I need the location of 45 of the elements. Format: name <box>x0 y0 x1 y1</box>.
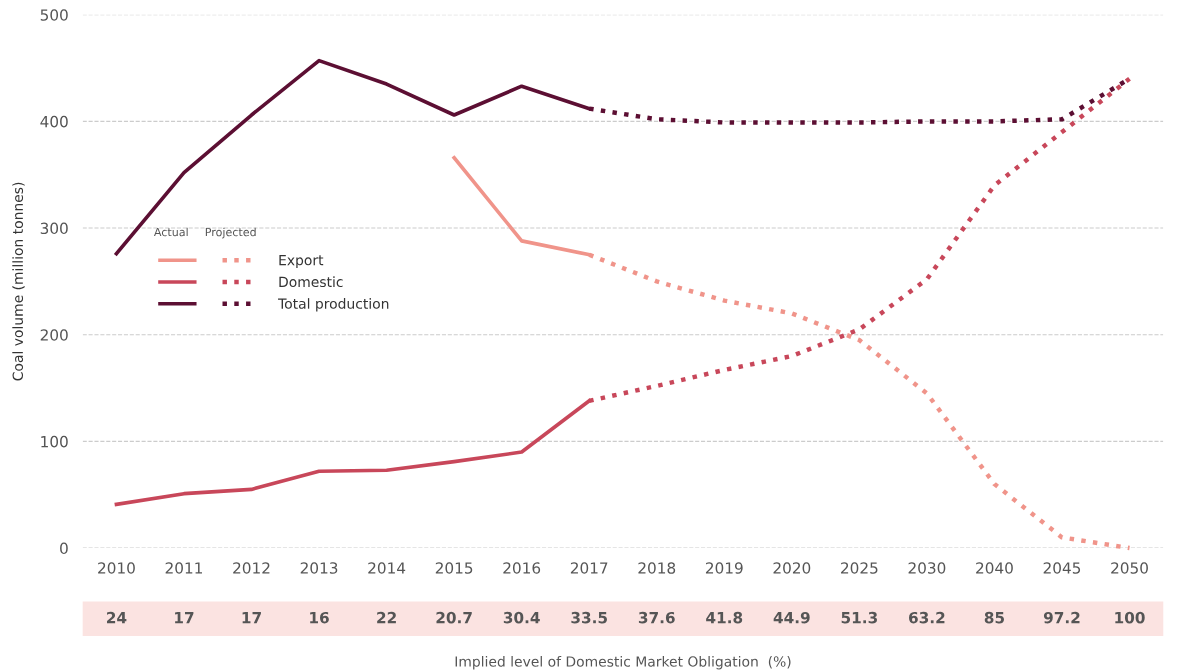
text: 44.9 <box>773 611 810 624</box>
text: 20.7 <box>436 611 472 624</box>
x-tick-label: 2015 <box>435 562 473 574</box>
x-tick-label: 2014 <box>368 562 406 574</box>
text: 16 <box>310 611 329 624</box>
x-tick-label: 2020 <box>773 562 811 574</box>
annotation: Projected <box>205 227 256 239</box>
x-tick-label: 2019 <box>705 562 743 574</box>
text: 17 <box>175 612 194 624</box>
text: 63.2 <box>909 611 945 624</box>
y-tick-label: 300 <box>40 222 68 235</box>
legend-label: Domestic <box>279 276 343 288</box>
x-tick-label: 2016 <box>503 562 541 574</box>
legend-label: Total production <box>278 298 389 312</box>
text: 97.2 <box>1043 611 1080 624</box>
y-tick-label: 0 <box>60 542 68 555</box>
x-tick-label: 2013 <box>300 562 338 574</box>
x-tick-label: 2040 <box>976 562 1013 574</box>
x-tick-label: 2017 <box>570 562 608 574</box>
y-tick-label: 400 <box>40 115 68 128</box>
x-tick-label: 2045 <box>1043 562 1081 574</box>
x-tick-label: 2018 <box>638 562 676 574</box>
text: 85 <box>984 611 1004 624</box>
y-axis-title: Coal volume (million tonnes) <box>12 182 25 381</box>
y-tick-label: 500 <box>40 9 68 21</box>
x-tick-label: 2011 <box>165 562 203 574</box>
text: 17 <box>242 612 261 624</box>
y-tick-label: 200 <box>40 329 68 341</box>
text: 41.8 <box>706 611 743 624</box>
text: 51.3 <box>841 611 877 624</box>
text: 30.4 <box>503 611 540 624</box>
x-tick-label: 2050 <box>1111 562 1148 574</box>
text: 33.5 <box>571 611 607 624</box>
text: 100 <box>1115 611 1145 624</box>
y-tick-label: 100 <box>41 435 68 448</box>
text: Implied level of Domestic Market Obligation (%) <box>455 656 791 670</box>
text: 37.6 <box>638 611 675 624</box>
x-tick-label: 2010 <box>98 562 135 574</box>
annotation: Actual <box>153 227 188 237</box>
x-tick-label: 2030 <box>908 562 946 574</box>
text: 22 <box>377 611 396 624</box>
text: 24 <box>107 611 127 624</box>
x-tick-label: 2012 <box>233 562 270 574</box>
legend-label: Export <box>279 255 324 269</box>
x-tick-label: 2025 <box>841 562 878 574</box>
